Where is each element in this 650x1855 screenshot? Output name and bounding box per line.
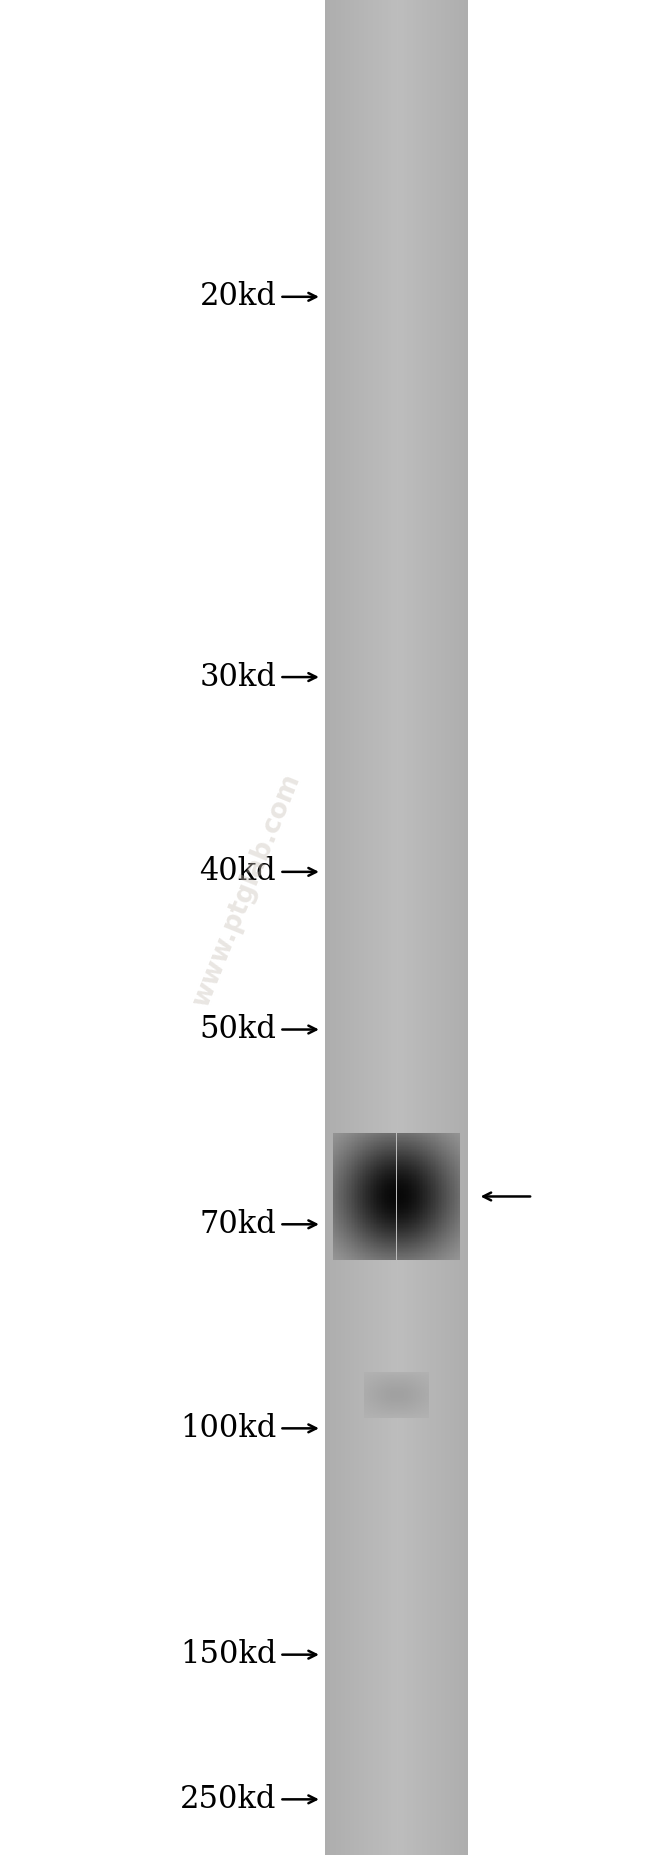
Bar (335, 0, 337, 1855)
Text: 30kd: 30kd (200, 662, 276, 692)
Text: www.ptglab.com: www.ptglab.com (188, 770, 306, 1011)
Bar (348, 0, 350, 1855)
Bar (377, 0, 378, 1855)
Bar (327, 0, 329, 1855)
Bar (429, 0, 430, 1855)
Bar (413, 0, 415, 1855)
Bar (407, 0, 409, 1855)
Bar (427, 0, 429, 1855)
Bar (443, 0, 445, 1855)
Bar (356, 0, 358, 1855)
Bar (450, 0, 452, 1855)
Bar (448, 0, 450, 1855)
Bar (386, 0, 387, 1855)
Bar (398, 0, 400, 1855)
Bar (439, 0, 441, 1855)
Bar (445, 0, 447, 1855)
Bar (430, 0, 432, 1855)
Bar (332, 0, 334, 1855)
Bar (346, 0, 348, 1855)
Bar (366, 0, 368, 1855)
Bar (358, 0, 359, 1855)
Bar (344, 0, 346, 1855)
Bar (415, 0, 416, 1855)
Bar (334, 0, 336, 1855)
Bar (416, 0, 418, 1855)
Bar (325, 0, 327, 1855)
Bar (409, 0, 411, 1855)
Bar (396, 0, 398, 1855)
Bar (464, 0, 466, 1855)
Bar (339, 0, 341, 1855)
Bar (384, 0, 386, 1855)
Bar (432, 0, 434, 1855)
Bar (372, 0, 373, 1855)
Bar (328, 0, 330, 1855)
Bar (458, 0, 459, 1855)
Bar (411, 0, 413, 1855)
Bar (337, 0, 339, 1855)
Bar (423, 0, 425, 1855)
Text: 250kd: 250kd (180, 1785, 276, 1814)
Bar (425, 0, 427, 1855)
Bar (375, 0, 377, 1855)
Bar (441, 0, 443, 1855)
Bar (404, 0, 406, 1855)
Bar (421, 0, 423, 1855)
Bar (387, 0, 389, 1855)
Text: 50kd: 50kd (200, 1015, 276, 1044)
Bar (359, 0, 361, 1855)
Bar (380, 0, 382, 1855)
Bar (418, 0, 420, 1855)
Bar (456, 0, 458, 1855)
Bar (361, 0, 363, 1855)
Text: 40kd: 40kd (200, 857, 276, 887)
Bar (364, 0, 366, 1855)
Bar (434, 0, 436, 1855)
Bar (363, 0, 364, 1855)
Text: 100kd: 100kd (180, 1414, 276, 1443)
Text: 70kd: 70kd (200, 1209, 276, 1239)
Bar (459, 0, 461, 1855)
Text: 150kd: 150kd (180, 1640, 276, 1670)
Bar (447, 0, 448, 1855)
Bar (330, 0, 332, 1855)
Bar (341, 0, 343, 1855)
Bar (436, 0, 437, 1855)
Bar (463, 0, 464, 1855)
Bar (343, 0, 344, 1855)
Bar (352, 0, 354, 1855)
Bar (406, 0, 407, 1855)
Bar (452, 0, 454, 1855)
Bar (420, 0, 422, 1855)
Bar (382, 0, 384, 1855)
Bar (354, 0, 356, 1855)
Bar (402, 0, 404, 1855)
Bar (368, 0, 370, 1855)
Bar (400, 0, 402, 1855)
Bar (437, 0, 439, 1855)
Bar (391, 0, 393, 1855)
Bar (378, 0, 380, 1855)
Bar (350, 0, 352, 1855)
Bar (389, 0, 391, 1855)
Bar (373, 0, 375, 1855)
Bar (395, 0, 396, 1855)
Bar (370, 0, 372, 1855)
Bar (454, 0, 456, 1855)
Text: 20kd: 20kd (200, 282, 276, 312)
Bar (466, 0, 468, 1855)
Bar (461, 0, 463, 1855)
Bar (393, 0, 395, 1855)
